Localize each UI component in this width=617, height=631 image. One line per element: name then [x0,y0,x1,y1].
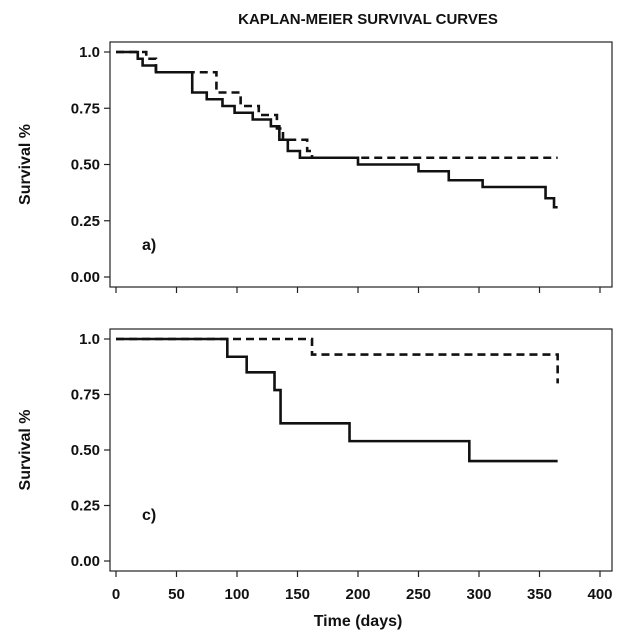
chart-panel-2: 0.00 0.25 0.50 0.75 1.0 0 50 100 150 200 250 300 350… [17,328,613,630]
y-tick-label: 0.25 [71,498,100,515]
x-tick-label: 150 [285,586,310,603]
x-tick-label: 50 [168,586,185,603]
y-tick-label: 0.75 [71,100,100,117]
x-tick-label: 200 [345,586,370,603]
x-tick-label: 0 [112,586,120,603]
y-tick-label: 0.75 [71,387,100,404]
y-tick-label: 0.50 [71,157,100,174]
y-tick-label: 0.50 [71,442,100,459]
plot-frame [109,328,613,572]
x-tick-label: 350 [527,586,552,603]
y-tick-label: 1.0 [79,44,100,61]
x-tick-label: 300 [466,586,491,603]
dashed-survival-curve [116,50,558,160]
y-axis-label: Survival % [17,410,34,491]
y-tick-label: 1.0 [79,331,100,348]
figure-title: KAPLAN-MEIER SURVIVAL CURVES [238,11,498,28]
dashed-survival-curve [116,337,559,384]
x-axis-label: Time (days) [314,613,403,630]
chart-panel-1: 0.00 0.25 0.50 0.75 1.0 Survival % a) [17,41,613,293]
panel-label: a) [142,237,156,254]
solid-survival-curve [116,50,558,209]
panel-label: c) [142,507,156,524]
y-tick-label: 0.00 [71,553,100,570]
solid-survival-curve [116,337,558,463]
y-tick-label: 0.25 [71,213,100,230]
x-tick-label: 100 [224,586,249,603]
y-axis-label: Survival % [17,124,34,205]
y-tick-label: 0.00 [71,269,100,286]
x-tick-label: 400 [587,586,612,603]
x-tick-label: 250 [406,586,431,603]
